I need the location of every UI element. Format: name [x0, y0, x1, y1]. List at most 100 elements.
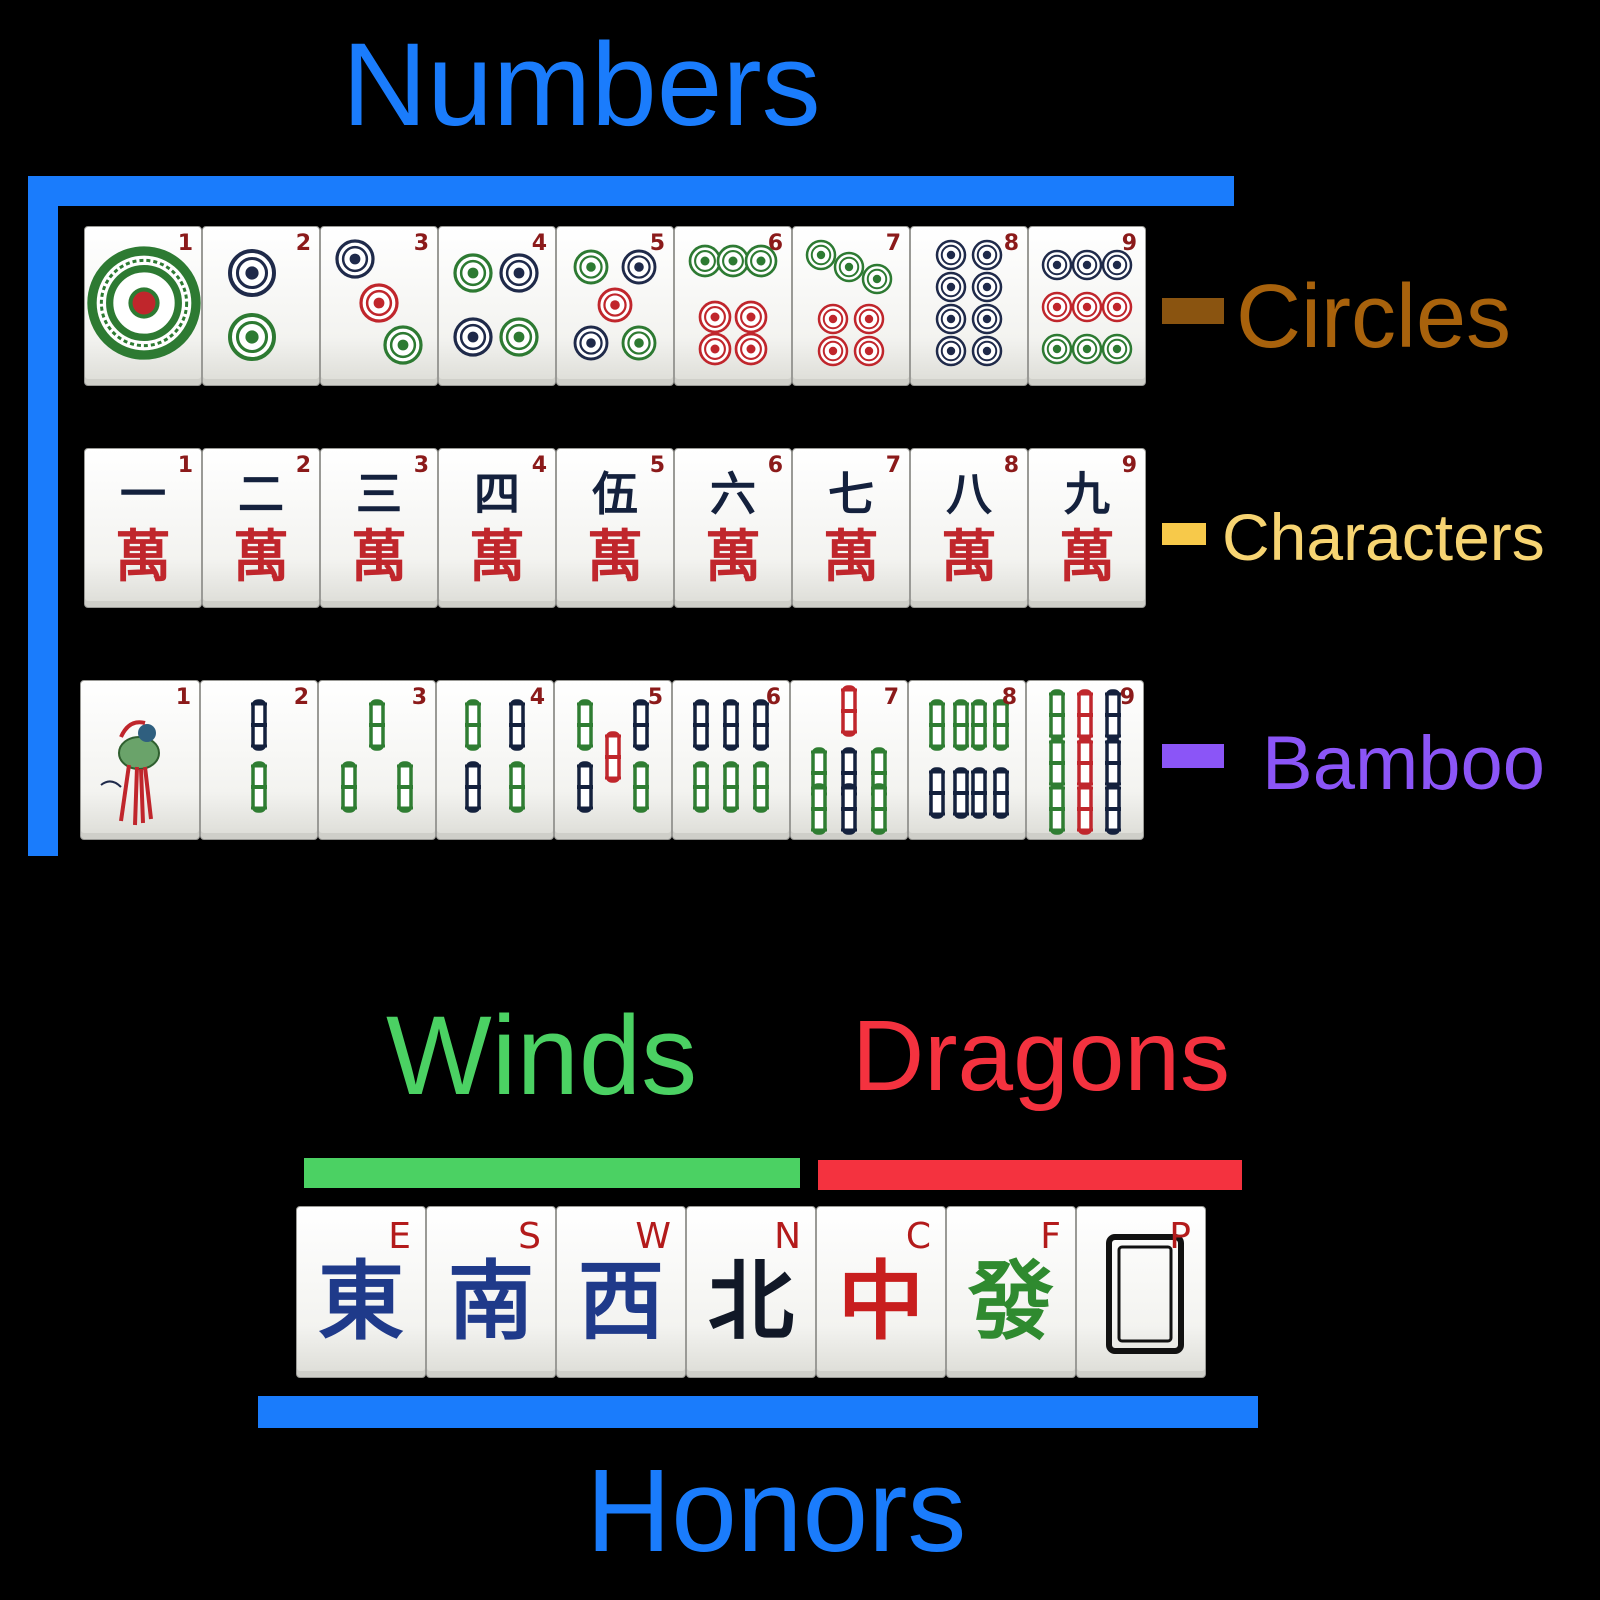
bamboo-connector — [1162, 744, 1224, 768]
bamboo-tile: 6 — [672, 680, 790, 840]
bamboo-tile: 1 — [80, 680, 200, 840]
tile-number: 2 — [295, 453, 311, 478]
tile-number: 5 — [649, 453, 665, 478]
tile-number: 7 — [885, 453, 901, 478]
character-numeral: 八 — [946, 467, 992, 521]
character-numeral: 一 — [120, 467, 166, 521]
bamboo-tile: 5 — [554, 680, 672, 840]
numbers-title: Numbers — [342, 19, 821, 151]
circles-tile: 1 — [84, 226, 202, 386]
tile-number: 8 — [1001, 685, 1017, 710]
honor-letter: F — [1040, 1216, 1061, 1257]
circles-tile: 9 — [1028, 226, 1146, 386]
tile-number: 6 — [767, 453, 783, 478]
bamboo-pattern — [251, 699, 267, 813]
character-wan: 萬 — [823, 524, 879, 590]
honor-glyph: 西 — [578, 1251, 664, 1352]
circles-pattern — [87, 246, 201, 360]
characters-tile: 八萬 8 — [910, 448, 1028, 608]
circles-pattern — [688, 244, 778, 366]
bamboo-tile: 2 — [200, 680, 318, 840]
tile-number: 9 — [1119, 685, 1135, 710]
tile-number: 6 — [765, 685, 781, 710]
honor-letter: N — [774, 1216, 801, 1257]
tile-number: 4 — [531, 453, 547, 478]
characters-tile: 六萬 6 — [674, 448, 792, 608]
circles-pattern — [1041, 249, 1133, 365]
bamboo-pattern — [1049, 689, 1121, 835]
bamboo-pattern — [341, 699, 413, 813]
circles-tile: 6 — [674, 226, 792, 386]
character-wan: 萬 — [233, 524, 289, 590]
honor-letter: P — [1169, 1216, 1191, 1257]
tile-number: 9 — [1121, 453, 1137, 478]
circles-connector — [1162, 298, 1224, 324]
character-wan: 萬 — [705, 524, 761, 590]
tile-number: 5 — [649, 231, 665, 256]
circles-tile: 5 — [556, 226, 674, 386]
dragons-bracket — [818, 1160, 1242, 1190]
tile-number: 4 — [529, 685, 545, 710]
honors-bracket — [258, 1396, 1258, 1428]
character-wan: 萬 — [469, 524, 525, 590]
winds-bracket — [304, 1158, 800, 1188]
characters-row: 一萬 1 二萬 2 三萬 3 四萬 4 伍萬 5 六萬 6 七萬 7 八萬 8 九萬 9 — [84, 448, 1146, 608]
characters-tile: 二萬 2 — [202, 448, 320, 608]
bamboo-label: Bamboo — [1262, 721, 1546, 806]
bamboo-tile: 9 — [1026, 680, 1144, 840]
character-numeral: 三 — [356, 467, 402, 521]
tile-number: 7 — [885, 231, 901, 256]
character-numeral: 六 — [710, 467, 756, 521]
circles-pattern — [453, 253, 539, 357]
bamboo-tile: 3 — [318, 680, 436, 840]
tile-number: 2 — [293, 685, 309, 710]
honor-letter: S — [518, 1216, 541, 1257]
character-numeral: 四 — [474, 467, 520, 521]
circles-pattern — [935, 239, 1003, 367]
bamboo-pattern — [811, 685, 887, 835]
honor-glyph: 中 — [838, 1251, 924, 1352]
tile-number: 2 — [295, 231, 311, 256]
tile-number: 4 — [531, 231, 547, 256]
characters-tile: 一萬 1 — [84, 448, 202, 608]
circles-pattern — [335, 239, 423, 365]
bamboo-tile: 4 — [436, 680, 554, 840]
tile-number: 3 — [411, 685, 427, 710]
honor-letter: W — [635, 1216, 671, 1257]
characters-tile: 九萬 9 — [1028, 448, 1146, 608]
tile-number: 3 — [413, 231, 429, 256]
circles-tile: 3 — [320, 226, 438, 386]
tile-number: 1 — [177, 231, 193, 256]
honor-tile: P — [1076, 1206, 1206, 1378]
bird-icon — [100, 720, 160, 826]
character-wan: 萬 — [351, 524, 407, 590]
honors-title: Honors — [586, 1445, 967, 1577]
characters-tile: 四萬 4 — [438, 448, 556, 608]
character-wan: 萬 — [1059, 524, 1115, 590]
honor-glyph: 發 — [968, 1251, 1054, 1352]
character-wan: 萬 — [115, 524, 171, 590]
character-numeral: 九 — [1064, 467, 1110, 521]
tile-number: 8 — [1003, 231, 1019, 256]
circles-pattern — [228, 249, 276, 361]
circles-tile: 4 — [438, 226, 556, 386]
tile-number: 8 — [1003, 453, 1019, 478]
tile-number: 1 — [175, 685, 191, 710]
tile-number: 6 — [767, 231, 783, 256]
circles-pattern — [805, 239, 893, 367]
honor-glyph: 南 — [448, 1251, 534, 1352]
bamboo-tile: 8 — [908, 680, 1026, 840]
tile-number: 9 — [1121, 231, 1137, 256]
character-wan: 萬 — [941, 524, 997, 590]
bamboo-pattern — [693, 699, 769, 813]
bamboo-pattern — [929, 699, 1009, 819]
bamboo-pattern — [465, 699, 525, 813]
character-numeral: 伍 — [592, 467, 638, 521]
bamboo-pattern — [577, 699, 649, 813]
tile-number: 5 — [647, 685, 663, 710]
circles-tile: 8 — [910, 226, 1028, 386]
tile-number: 7 — [883, 685, 899, 710]
